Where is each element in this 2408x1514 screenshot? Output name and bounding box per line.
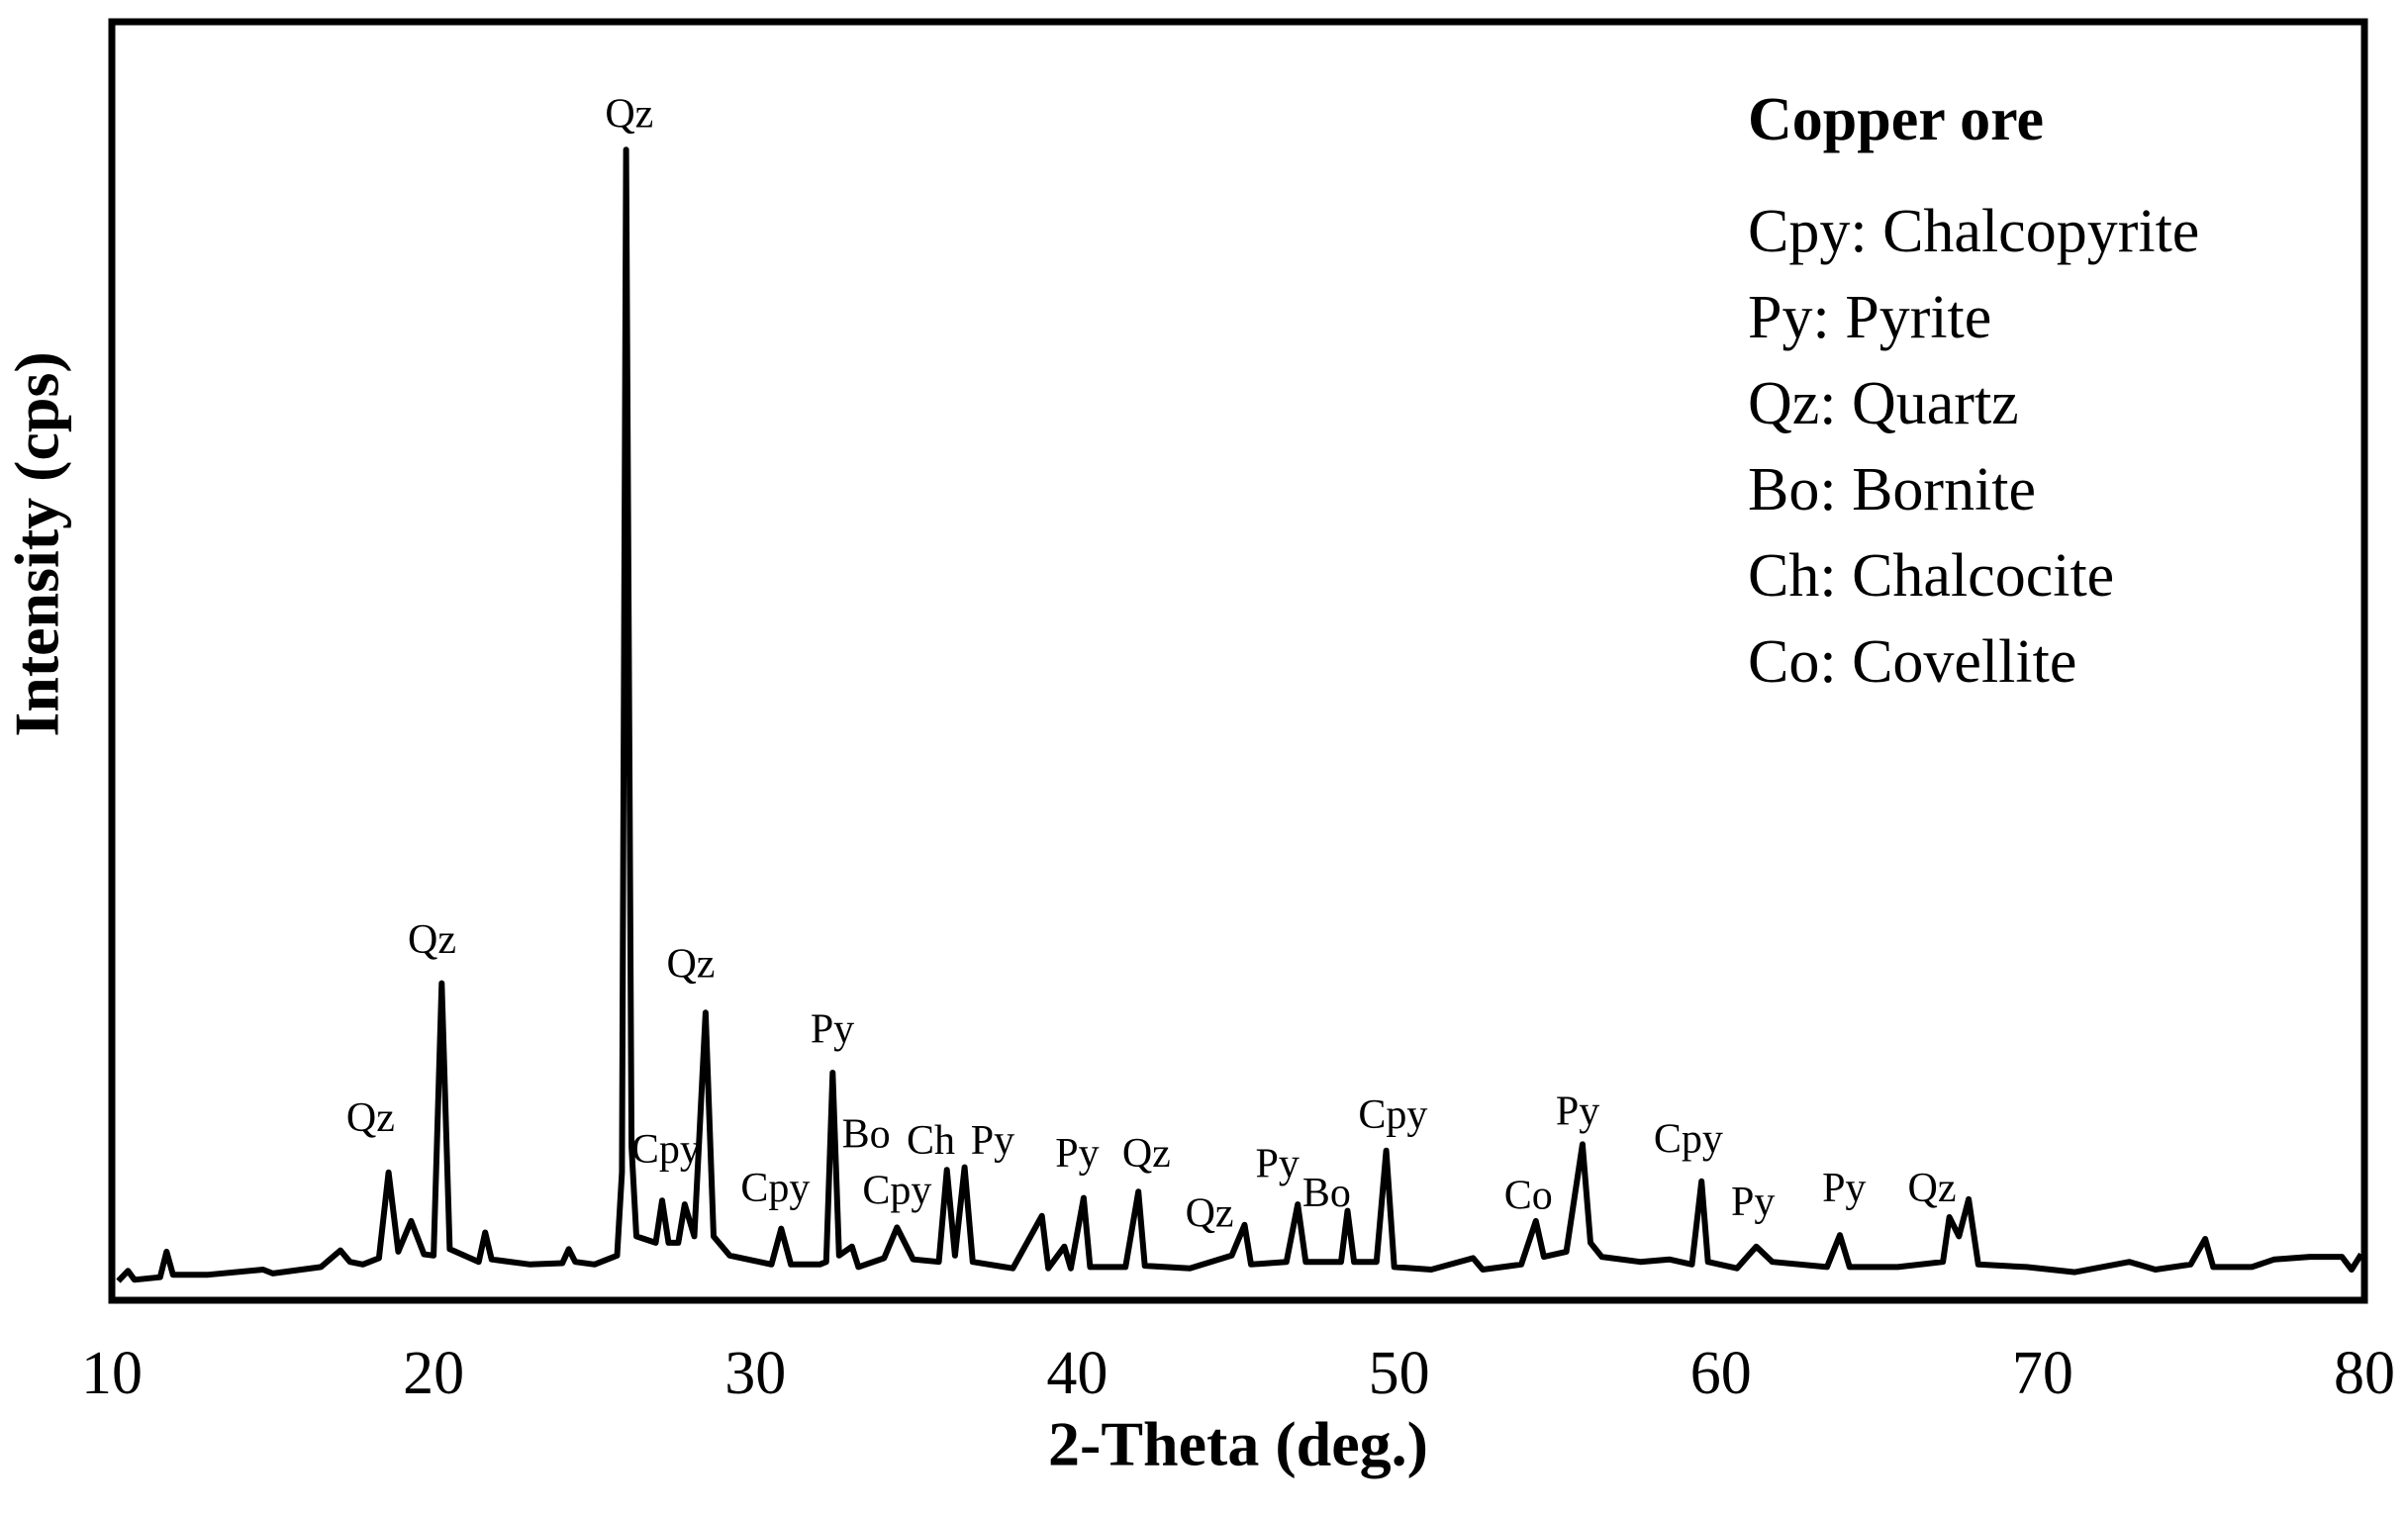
peak-label: Co: [1504, 1174, 1553, 1219]
key-entry: Ch: Chalcocite: [1748, 542, 2114, 610]
peak-label: Cpy: [631, 1127, 701, 1173]
peak-label: Bo: [842, 1112, 891, 1158]
peak-label: Py: [1731, 1180, 1775, 1225]
x-tick-label: 30: [724, 1340, 786, 1407]
x-tick-label: 10: [81, 1340, 143, 1407]
peak-label: Qz: [1908, 1166, 1957, 1211]
peak-label: Cpy: [1358, 1092, 1427, 1138]
data-line: [116, 146, 2364, 1283]
peak-label: Qz: [346, 1095, 395, 1141]
peak-label: Bo: [1302, 1171, 1351, 1216]
y-axis-title: Intensity (cps): [2, 351, 72, 736]
x-tick-label: 50: [1369, 1340, 1430, 1407]
x-tick-label: 80: [2334, 1340, 2395, 1407]
peak-label: Py: [1556, 1088, 1599, 1134]
peak-label: Ch: [907, 1118, 955, 1164]
key-entry: Bo: Bornite: [1748, 456, 2036, 523]
plot-frame: [108, 18, 2368, 1304]
x-tick-label: 70: [2012, 1340, 2073, 1407]
peak-label: Py: [971, 1118, 1014, 1164]
key-entry: Co: Covellite: [1748, 628, 2076, 696]
x-tick-label: 60: [1690, 1340, 1752, 1407]
peak-label: Py: [1055, 1131, 1099, 1177]
peak-label: Cpy: [740, 1166, 810, 1211]
x-tick-label: 40: [1046, 1340, 1108, 1407]
x-axis-title: 2-Theta (deg.): [1048, 1409, 1428, 1479]
peak-label: Qz: [1186, 1191, 1234, 1237]
peak-label: Cpy: [1654, 1117, 1723, 1163]
key-title: Copper ore: [1748, 86, 2044, 153]
peak-label: Py: [1822, 1166, 1866, 1211]
peak-label: Qz: [666, 942, 715, 988]
peak-label: Py: [811, 1007, 854, 1053]
key-entry: Qz: Quartz: [1748, 370, 2019, 437]
x-tick-label: 20: [403, 1340, 464, 1407]
peak-label: Qz: [1122, 1131, 1171, 1177]
peak-label: Py: [1255, 1141, 1299, 1186]
peak-label: Qz: [605, 92, 653, 138]
peak-label: Cpy: [862, 1168, 931, 1213]
key-entry: Py: Pyrite: [1748, 284, 1991, 351]
key-entry: Cpy: Chalcopyrite: [1748, 198, 2199, 265]
peak-label: Qz: [408, 917, 456, 963]
